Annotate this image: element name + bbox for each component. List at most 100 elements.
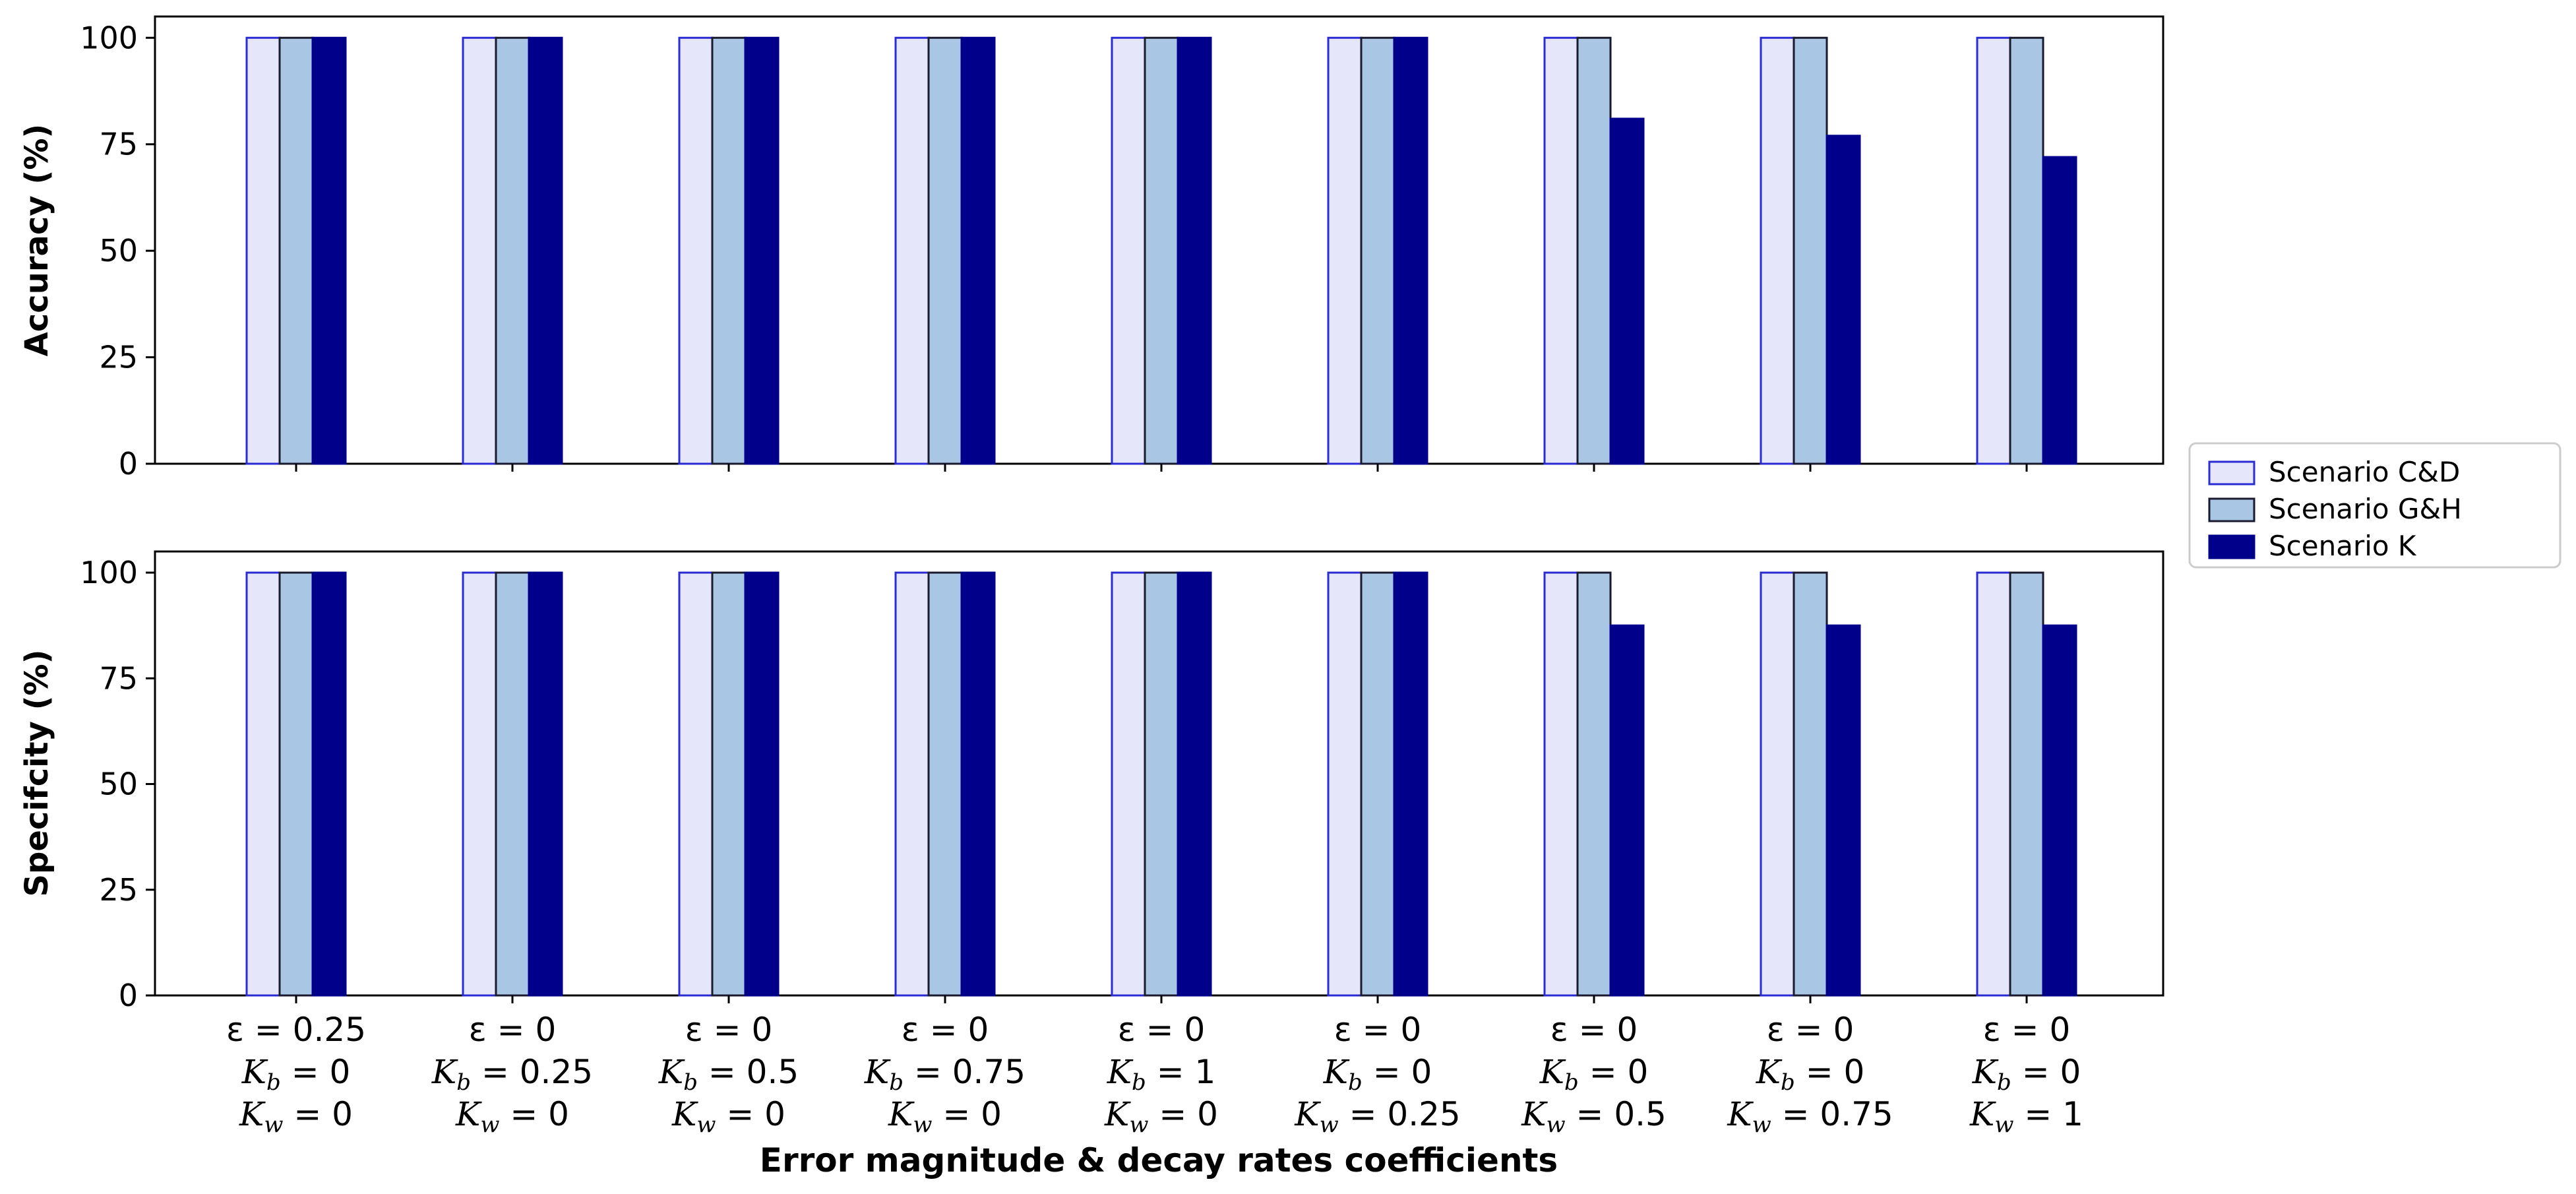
legend-entries: Scenario C&D Scenario G&H Scenario K [2208,456,2462,562]
y-tick-label: 50 [99,233,138,268]
bar-scenario-cd [462,36,497,465]
kw-label: Kw = 0 [888,1095,1002,1138]
bar-scenario-cd [245,36,281,465]
bar-scenario-cd [1543,36,1579,465]
bar-scenario-cd [245,571,281,997]
bar-scenario-cd [1111,36,1146,465]
kb-label: Kb = 0 [1972,1053,2081,1096]
bar-scenario-k [311,36,347,465]
specificity-y-ticks: 0 25 50 75 100 [80,555,155,1013]
y-tick-label: 100 [80,20,138,55]
x-category-label: ε = 0 Kb = 0Kw = 0.25 [1294,1011,1460,1138]
kw-label: Kw = 0.25 [1294,1095,1460,1138]
epsilon-label: ε = 0 [1767,1011,1855,1049]
kb-label: Kb = 0.75 [864,1053,1026,1096]
y-tick-label: 100 [80,555,138,590]
kb-label: Kb = 0 [241,1053,351,1096]
bar-scenario-cd [1760,571,1795,997]
bar-scenario-gh [1576,571,1612,997]
specificity-y-axis-label: Specifcity (%) [18,649,55,896]
bar-scenario-cd [678,571,714,997]
kw-label: Kw = 1 [1969,1095,2083,1138]
legend: Scenario C&D Scenario G&H Scenario K [2188,442,2561,569]
bar-scenario-k [960,36,996,465]
bar-scenario-gh [278,571,314,997]
kb-label: Kb = 0 [1323,1053,1432,1096]
epsilon-label: ε = 0.25 [226,1011,366,1049]
bar-scenario-cd [1760,36,1795,465]
bar-scenario-cd [678,36,714,465]
legend-label: Scenario K [2269,530,2417,562]
bar-scenario-gh [1360,36,1395,465]
kw-label: Kw = 0 [239,1095,353,1138]
bar-scenario-gh [2009,36,2044,465]
x-category-label: ε = 0 Kb = 0Kw = 1 [1969,1011,2083,1138]
bar-scenario-k [744,36,780,465]
kb-label: Kb = 0.25 [431,1053,593,1096]
x-category-label: ε = 0 Kb = 0Kw = 0.5 [1521,1011,1667,1138]
x-category-label: ε = 0 Kb = 0.5Kw = 0 [658,1011,799,1138]
bar-scenario-gh [927,36,963,465]
bar-scenario-gh [1144,36,1179,465]
bar-scenario-k [1393,36,1428,465]
kw-label: Kw = 0 [1104,1095,1218,1138]
kb-label: Kb = 0 [1539,1053,1649,1096]
legend-label: Scenario C&D [2269,456,2460,488]
bar-scenario-cd [1327,571,1363,997]
bar-scenario-gh [1144,571,1179,997]
bar-scenario-gh [495,36,530,465]
y-tick-label: 0 [119,978,138,1013]
bar-scenario-k [528,36,563,465]
epsilon-label: ε = 0 [902,1011,989,1049]
bar-scenario-k [1393,571,1428,997]
bar-scenario-cd [1327,36,1363,465]
accuracy-panel: 0 25 50 75 100 Accuracy (%) [18,15,2164,482]
y-tick-label: 25 [99,872,138,908]
legend-frame [2188,442,2561,569]
epsilon-label: ε = 0 [469,1011,557,1049]
x-category-label: ε = 0 Kb = 1Kw = 0 [1104,1011,1218,1138]
y-tick-label: 0 [119,446,138,482]
specificity-bars [245,571,2077,997]
specificity-x-tick-marks [295,995,2028,1003]
x-category-label: ε = 0 Kb = 0Kw = 0.75 [1727,1011,1893,1138]
bar-scenario-gh [1793,36,1828,465]
bar-scenario-gh [711,571,747,997]
bar-scenario-cd [894,571,930,997]
bar-scenario-k [960,571,996,997]
bar-scenario-k [528,571,563,997]
legend-swatch [2208,534,2255,559]
y-tick-label: 25 [99,340,138,375]
bar-scenario-gh [278,36,314,465]
bar-scenario-k [311,571,347,997]
bar-scenario-gh [1576,36,1612,465]
epsilon-label: ε = 0 [685,1011,773,1049]
accuracy-y-axis-label: Accuracy (%) [18,124,55,357]
bar-scenario-k [1177,571,1212,997]
specificity-panel: 0 25 50 75 100 Specifcity (%) [18,550,2164,1013]
kw-label: Kw = 0 [671,1095,785,1138]
legend-label: Scenario G&H [2269,493,2462,525]
accuracy-y-ticks: 0 25 50 75 100 [80,20,155,482]
epsilon-label: ε = 0 [1983,1011,2071,1049]
bar-scenario-k [1609,117,1645,465]
accuracy-x-tick-marks [295,464,2028,472]
y-tick-label: 75 [99,127,138,162]
bar-scenario-gh [495,571,530,997]
y-tick-label: 50 [99,767,138,802]
epsilon-label: ε = 0 [1550,1011,1638,1049]
accuracy-bars [245,36,2077,465]
bar-scenario-k [1177,36,1212,465]
kw-label: Kw = 0 [455,1095,569,1138]
kb-label: Kb = 0.5 [658,1053,799,1096]
x-axis-label: Error magnitude & decay rates coefficien… [760,1141,1558,1179]
bar-scenario-k [1825,135,1861,465]
bar-scenario-cd [1543,571,1579,997]
bar-scenario-k [2042,624,2077,997]
bar-scenario-gh [1793,571,1828,997]
bar-scenario-gh [2009,571,2044,997]
bar-scenario-gh [927,571,963,997]
